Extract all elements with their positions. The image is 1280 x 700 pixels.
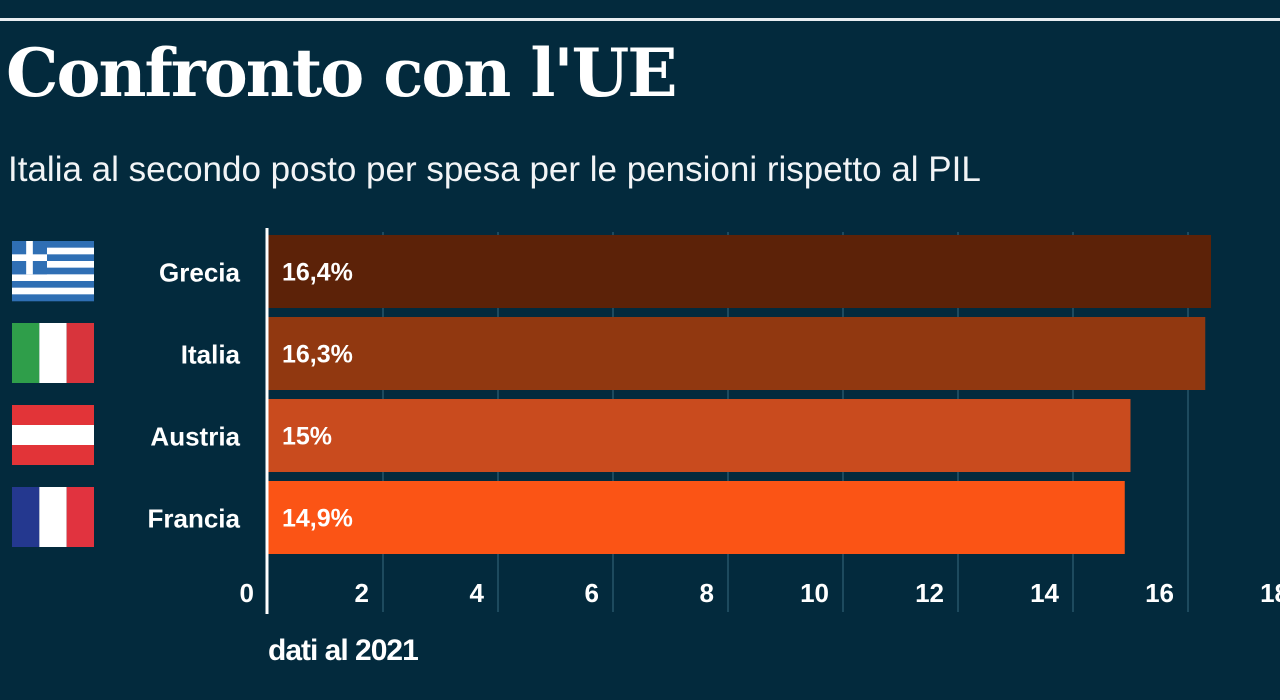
value-label: 16,4% <box>282 259 353 287</box>
bar-grecia <box>268 235 1211 308</box>
labels: 16,4% Grecia 16,3% Italia 15% Austria 14,9% Fra… <box>148 258 353 534</box>
flags <box>12 241 94 547</box>
x-tick-label: 18 <box>1260 578 1280 608</box>
category-label: Grecia <box>159 258 240 288</box>
x-tick-label: 16 <box>1145 578 1174 608</box>
italy-flag-icon <box>12 323 94 383</box>
value-label: 15% <box>282 423 332 451</box>
x-tick-label: 12 <box>915 578 944 608</box>
france-flag-icon <box>12 487 94 547</box>
x-tick-label: 2 <box>355 578 369 608</box>
x-tick-label: 14 <box>1030 578 1059 608</box>
category-label: Francia <box>148 504 241 534</box>
bar-austria <box>268 399 1131 472</box>
page-title: Confronto con l'UE <box>6 34 678 112</box>
greece-flag-icon <box>12 241 94 302</box>
value-label: 14,9% <box>282 505 353 533</box>
x-tick-label: 6 <box>585 578 599 608</box>
x-tick-label: 10 <box>800 578 829 608</box>
x-axis-ticks: 0 2 4 6 8 10 12 14 16 18 <box>240 228 1280 614</box>
x-tick-label: 0 <box>240 578 254 608</box>
bars <box>268 235 1211 554</box>
page-subtitle: Italia al secondo posto per spesa per le… <box>8 150 981 189</box>
x-tick-label: 4 <box>470 578 485 608</box>
value-label: 16,3% <box>282 341 353 369</box>
top-rule <box>0 18 1280 21</box>
bar-italia <box>268 317 1206 390</box>
x-tick-label: 8 <box>700 578 714 608</box>
bar-francia <box>268 481 1125 554</box>
category-label: Austria <box>150 422 240 452</box>
austria-flag-icon <box>12 405 94 465</box>
category-label: Italia <box>181 340 241 370</box>
footnote: dati al 2021 <box>268 634 419 667</box>
